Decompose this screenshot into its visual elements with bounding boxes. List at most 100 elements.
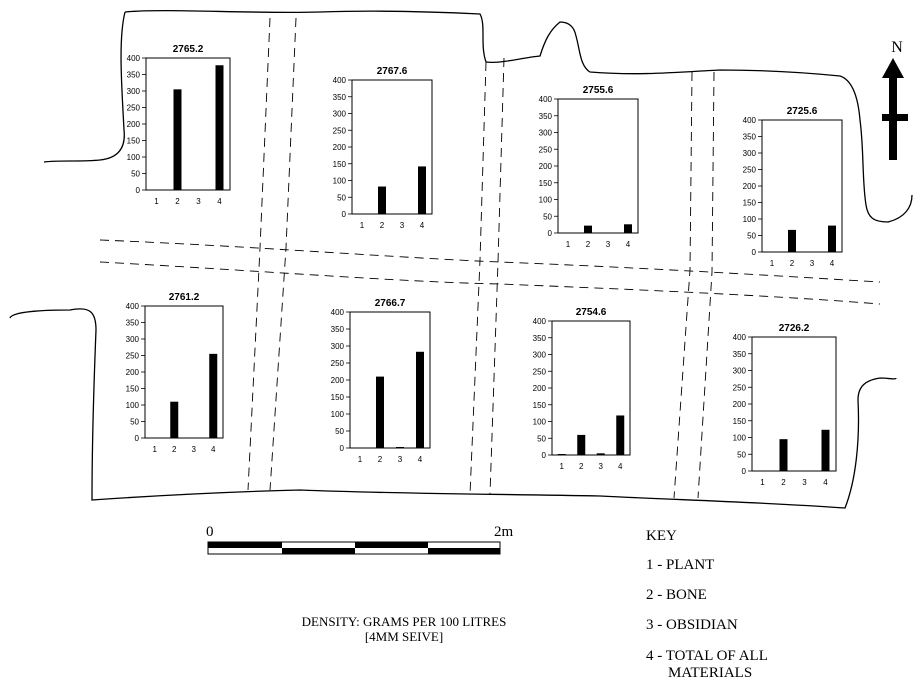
x-tick-label: 2 (380, 221, 385, 230)
key-item-total-cont: MATERIALS (668, 665, 752, 681)
x-tick-label: 3 (810, 259, 815, 268)
y-tick-label: 300 (333, 110, 347, 119)
y-tick-label: 250 (539, 145, 553, 154)
bar-3 (396, 446, 404, 448)
y-tick-label: 150 (743, 199, 757, 208)
y-tick-label: 300 (733, 367, 747, 376)
x-tick-label: 3 (400, 221, 405, 230)
y-tick-label: 200 (333, 143, 347, 152)
y-tick-label: 300 (126, 335, 140, 344)
y-tick-label: 250 (333, 126, 347, 135)
x-tick-label: 2 (175, 197, 180, 206)
bar-4 (418, 166, 426, 214)
y-tick-label: 300 (743, 149, 757, 158)
y-tick-label: 400 (743, 116, 757, 125)
y-tick-label: 250 (331, 359, 345, 368)
bar-2 (584, 225, 592, 233)
chart-2755.6: 2755.6 0 50 100 150 200 250 300 350 400 1 2 3 4 (539, 85, 639, 249)
y-tick-label: 0 (742, 467, 747, 476)
y-tick-label: 100 (127, 153, 141, 162)
y-tick-label: 200 (126, 368, 140, 377)
bar-2 (173, 89, 182, 190)
y-tick-label: 150 (127, 137, 141, 146)
grid-lines (99, 17, 881, 499)
x-tick-label: 4 (626, 240, 631, 249)
y-tick-label: 50 (335, 427, 344, 436)
caption-line-2: [4MM SEIVE] (365, 629, 443, 644)
y-tick-label: 50 (747, 232, 756, 241)
y-tick-label: 400 (331, 308, 345, 317)
caption-line-1: DENSITY: GRAMS PER 100 LITRES (302, 614, 507, 629)
y-tick-label: 200 (733, 400, 747, 409)
chart-2765.2: 2765.2 0 50 100 150 200 250 300 350 400 1 2 3 4 (127, 44, 231, 206)
excavation-outline (124, 9, 913, 223)
y-tick-label: 250 (733, 383, 747, 392)
chart-title: 2725.6 (787, 106, 818, 117)
legend-key: KEY 1 - PLANT 2 - BONE 3 - OBSIDIAN 4 - … (646, 528, 768, 681)
x-tick-label: 2 (781, 478, 786, 487)
excavation-outline-left (43, 11, 126, 163)
y-tick-label: 350 (733, 350, 747, 359)
key-title: KEY (646, 528, 677, 544)
x-tick-label: 3 (196, 197, 201, 206)
y-tick-label: 200 (127, 120, 141, 129)
y-tick-label: 300 (127, 87, 141, 96)
key-item-bone: 2 - BONE (646, 587, 707, 603)
x-tick-label: 1 (153, 445, 158, 454)
x-tick-label: 3 (802, 478, 807, 487)
bar-4 (616, 415, 625, 455)
bar-2 (378, 186, 386, 214)
bar-2 (577, 434, 586, 455)
y-tick-label: 250 (533, 367, 547, 376)
y-tick-label: 150 (733, 417, 747, 426)
y-tick-label: 250 (743, 166, 757, 175)
y-tick-label: 400 (333, 76, 347, 85)
y-tick-label: 250 (127, 104, 141, 113)
north-label: N (891, 39, 903, 56)
x-tick-label: 2 (586, 240, 591, 249)
y-tick-label: 400 (539, 95, 553, 104)
x-tick-label: 4 (830, 259, 835, 268)
y-tick-label: 100 (743, 215, 757, 224)
y-tick-label: 150 (126, 385, 140, 394)
x-tick-label: 2 (378, 455, 383, 464)
y-tick-label: 200 (533, 384, 547, 393)
bar-2 (779, 439, 788, 471)
chart-title: 2761.2 (169, 292, 200, 303)
y-tick-label: 200 (331, 376, 345, 385)
excavation-outline-lower (9, 308, 897, 509)
x-tick-label: 4 (420, 221, 425, 230)
x-tick-label: 4 (618, 462, 623, 471)
y-tick-label: 150 (333, 160, 347, 169)
scale-start-label: 0 (206, 524, 214, 540)
x-tick-label: 4 (823, 478, 828, 487)
x-tick-label: 3 (606, 240, 611, 249)
y-tick-label: 100 (333, 177, 347, 186)
y-tick-label: 300 (533, 351, 547, 360)
chart-2767.6: 2767.6 0 50 100 150 200 250 300 350 400 1 2 3 4 (333, 66, 433, 230)
y-tick-label: 100 (539, 196, 553, 205)
x-tick-label: 2 (579, 462, 584, 471)
north-arrow-icon: N (882, 39, 908, 160)
chart-title: 2766.7 (375, 298, 406, 309)
y-tick-label: 350 (533, 334, 547, 343)
y-tick-label: 350 (743, 133, 757, 142)
y-tick-label: 0 (752, 248, 757, 257)
x-tick-label: 3 (192, 445, 197, 454)
y-tick-label: 100 (733, 434, 747, 443)
bar-4 (624, 224, 632, 233)
y-tick-label: 400 (533, 317, 547, 326)
x-tick-label: 1 (760, 478, 765, 487)
x-tick-label: 1 (360, 221, 365, 230)
chart-title: 2754.6 (576, 307, 607, 318)
y-tick-label: 0 (136, 186, 141, 195)
y-tick-label: 50 (537, 434, 546, 443)
y-tick-label: 0 (548, 229, 553, 238)
chart-2726.2: 2726.2 0 50 100 150 200 250 300 350 400 1 2 3 4 (733, 323, 837, 487)
bar-4 (215, 65, 224, 190)
x-tick-label: 4 (217, 197, 222, 206)
y-tick-label: 350 (331, 325, 345, 334)
y-tick-label: 400 (127, 54, 141, 63)
